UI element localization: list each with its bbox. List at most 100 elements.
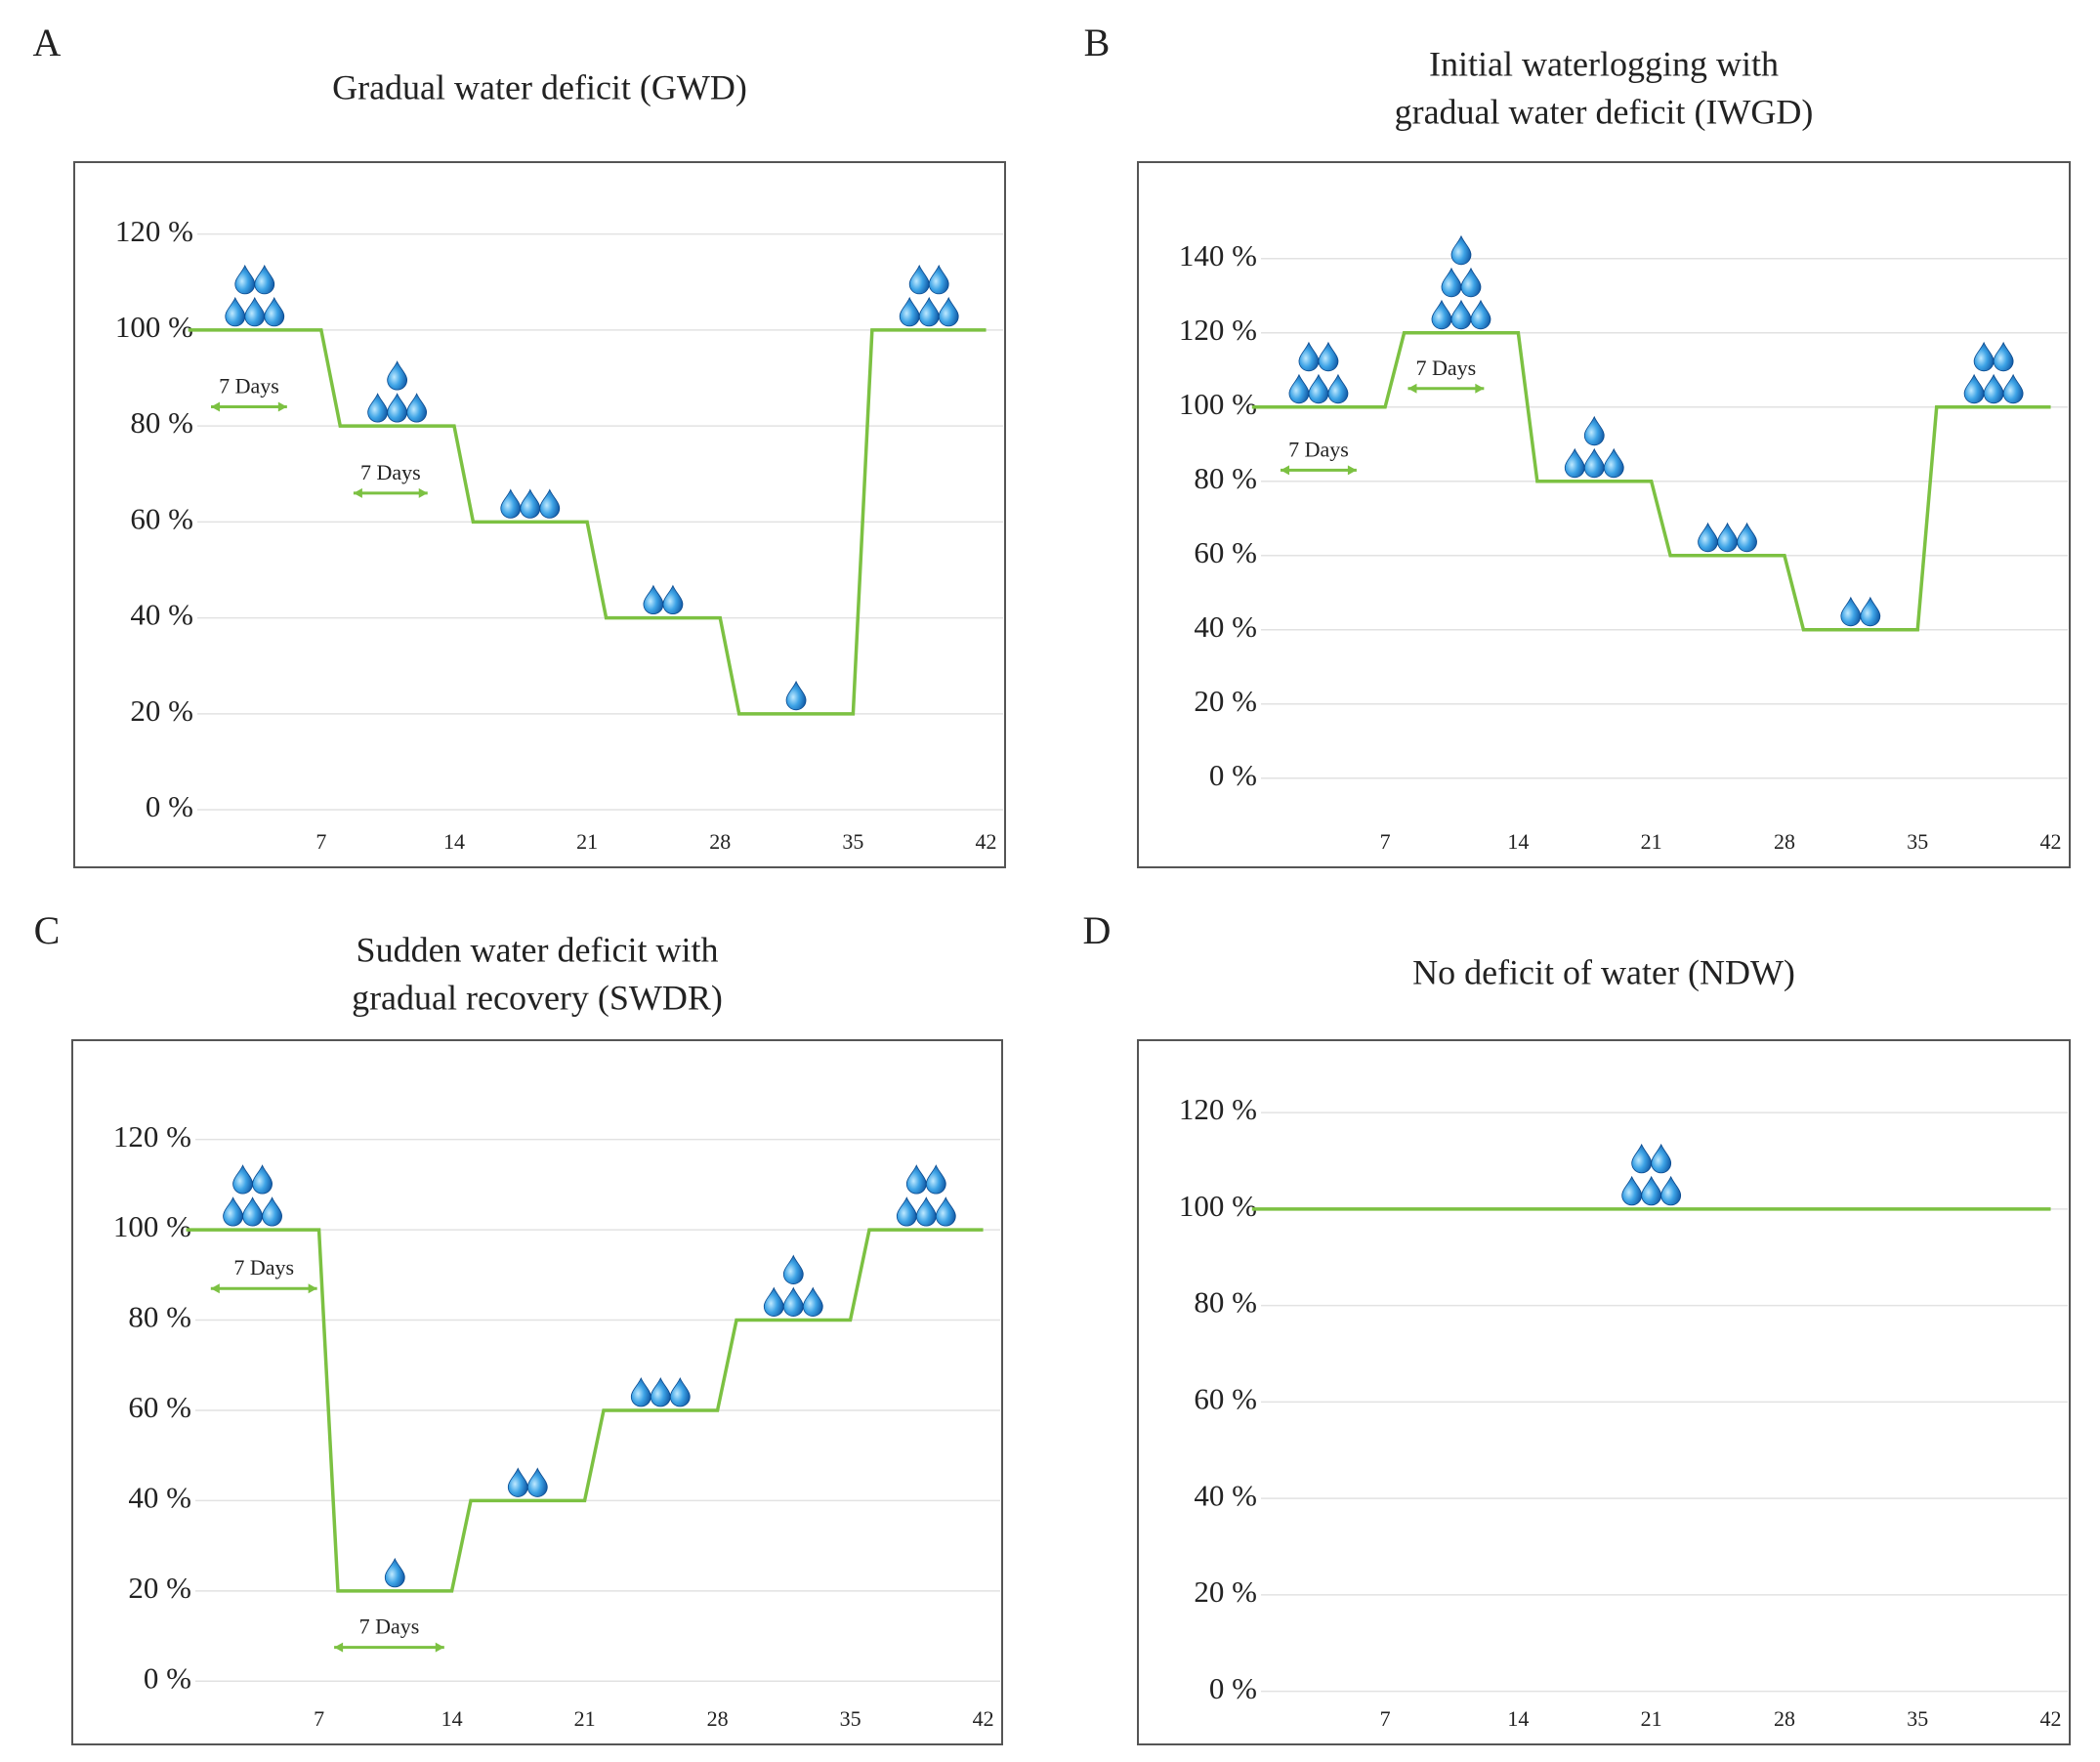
y-tick-label: 80 % (1194, 461, 1257, 495)
x-tick-label: 7 (1380, 1706, 1391, 1731)
water-drop (526, 1467, 548, 1497)
water-drop (1840, 596, 1862, 627)
drop-group (500, 488, 561, 519)
chart-title: gradual water deficit (IWGD) (1395, 92, 1814, 131)
chart-title: Initial waterlogging with (1429, 44, 1779, 83)
water-drop (782, 1254, 804, 1284)
water-drop (234, 264, 256, 295)
y-tick-label: 120 % (1179, 1092, 1257, 1126)
water-drop (763, 1286, 784, 1317)
y-tick-label: 60 % (128, 1390, 191, 1424)
water-drop (367, 393, 389, 423)
drop-group (785, 680, 807, 711)
x-tick-label: 35 (1907, 829, 1928, 854)
y-tick-label: 0 % (1209, 758, 1257, 792)
y-tick-label: 40 % (130, 598, 193, 632)
drop-group (763, 1254, 823, 1317)
water-drop (1450, 234, 1472, 266)
level-line (186, 1228, 984, 1593)
drop-group (367, 360, 428, 423)
x-tick-label: 21 (1641, 1706, 1662, 1731)
x-tick-label: 35 (840, 1706, 861, 1731)
x-tick-label: 35 (1907, 1706, 1928, 1731)
drop-group (643, 584, 684, 614)
water-drop (938, 296, 959, 327)
water-drop (1963, 373, 1985, 404)
x-tick-label: 28 (707, 1706, 729, 1731)
drop-group (1698, 522, 1757, 553)
water-drop (539, 488, 561, 519)
drop-group (223, 1164, 282, 1227)
y-tick-label: 40 % (1194, 609, 1257, 644)
x-tick-label: 35 (842, 829, 863, 854)
water-drop (650, 1376, 671, 1407)
water-drop (254, 264, 275, 295)
water-drop (899, 296, 920, 327)
water-drop (2002, 373, 2024, 404)
y-tick-label: 60 % (130, 501, 193, 535)
water-drop (1717, 522, 1738, 553)
y-tick-label: 120 % (115, 214, 193, 248)
water-drop (225, 296, 246, 327)
water-drop (915, 1196, 937, 1227)
water-drop (232, 1164, 253, 1195)
y-tick-label: 80 % (128, 1300, 191, 1334)
y-tick-label: 100 % (1179, 387, 1257, 421)
level-line (1251, 331, 2051, 632)
y-tick-label: 120 % (1179, 313, 1257, 347)
plot-frame (1137, 161, 2071, 868)
water-drop (1641, 1175, 1662, 1206)
chart-title: gradual recovery (SWDR) (352, 978, 723, 1017)
water-drop (1564, 447, 1585, 479)
plot-frame (73, 161, 1006, 868)
y-tick-label: 120 % (113, 1119, 191, 1154)
arrow-head (1281, 465, 1357, 476)
water-drop (782, 1286, 804, 1317)
x-tick-label: 42 (2040, 829, 2062, 854)
annotation-text: 7 Days (359, 1615, 420, 1639)
water-drop (1631, 1143, 1653, 1174)
water-drop (1327, 373, 1349, 404)
x-tick-label: 28 (709, 829, 731, 854)
water-drop (1698, 522, 1718, 553)
drop-group (1840, 596, 1881, 627)
water-drop (1660, 1175, 1682, 1206)
x-tick-label: 21 (576, 829, 598, 854)
drop-group (507, 1467, 548, 1497)
water-drop (264, 296, 285, 327)
x-tick-label: 28 (1774, 1706, 1795, 1731)
x-tick-label: 7 (315, 829, 326, 854)
water-drop (935, 1196, 956, 1227)
drop-group (1963, 341, 2024, 404)
y-tick-label: 140 % (1179, 238, 1257, 273)
drop-group (1288, 341, 1349, 404)
x-tick-label: 42 (976, 829, 997, 854)
y-tick-label: 100 % (115, 310, 193, 344)
water-drop (896, 1196, 917, 1227)
y-tick-label: 60 % (1194, 1381, 1257, 1415)
water-drop (802, 1286, 823, 1317)
water-drop (1973, 341, 1995, 372)
y-tick-label: 20 % (128, 1571, 191, 1605)
level-line (188, 328, 987, 716)
water-drop (384, 1557, 405, 1588)
y-tick-label: 0 % (144, 1660, 191, 1695)
drop-group (1621, 1143, 1682, 1206)
drop-group (896, 1164, 956, 1227)
water-drop (387, 360, 408, 391)
water-drop (1450, 299, 1472, 330)
arrow-head (353, 487, 428, 498)
water-drop (1431, 299, 1452, 330)
x-tick-label: 21 (574, 1706, 596, 1731)
water-drop (669, 1376, 691, 1407)
y-tick-label: 0 % (1209, 1671, 1257, 1705)
panel-letter: A (33, 21, 62, 64)
chart-title: Sudden water deficit with (357, 930, 719, 969)
drop-group (899, 264, 959, 327)
water-drop (520, 488, 541, 519)
x-tick-label: 14 (1507, 829, 1529, 854)
drop-group (1564, 415, 1624, 479)
arrow-head (211, 401, 287, 412)
